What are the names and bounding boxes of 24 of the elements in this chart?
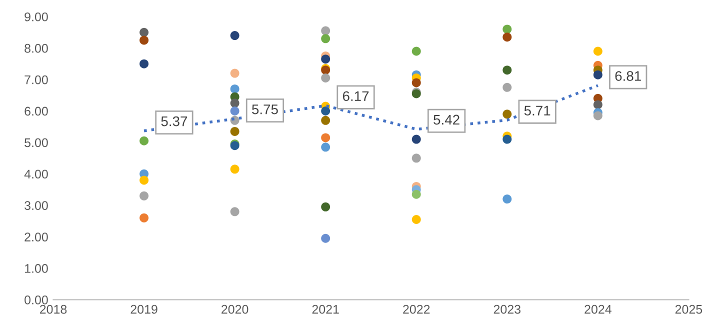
- y-tick-label: 2.00: [24, 232, 48, 242]
- data-label: 5.42: [434, 114, 460, 125]
- x-tick-label: 2023: [494, 304, 520, 314]
- y-tick-label: 6.00: [24, 106, 48, 116]
- y-tick-label: 5.00: [24, 138, 48, 148]
- data-label: 5.37: [161, 116, 188, 126]
- x-tick-label: 2018: [40, 304, 67, 314]
- x-tick-label: 2022: [403, 304, 430, 314]
- data-label: 5.75: [252, 104, 278, 114]
- x-tick-label: 2021: [312, 304, 339, 314]
- data-label: 6.81: [615, 71, 641, 81]
- y-tick-label: 4.00: [24, 170, 48, 179]
- y-tick-label: 0.00: [24, 296, 48, 304]
- x-tick-label: 2025: [675, 304, 702, 314]
- x-tick-label: 2024: [584, 304, 612, 314]
- x-tick-label: 2019: [130, 304, 158, 314]
- y-tick-label: 3.00: [24, 201, 48, 210]
- data-label: 6.17: [342, 91, 369, 102]
- y-tick-label: 1.00: [25, 264, 48, 273]
- y-tick-label: 9.00: [24, 12, 48, 22]
- x-tick-label: 2020: [222, 304, 248, 314]
- data-label: 5.71: [524, 106, 550, 116]
- y-tick-label: 8.00: [24, 44, 48, 53]
- y-tick-label: 7.00: [24, 75, 48, 84]
